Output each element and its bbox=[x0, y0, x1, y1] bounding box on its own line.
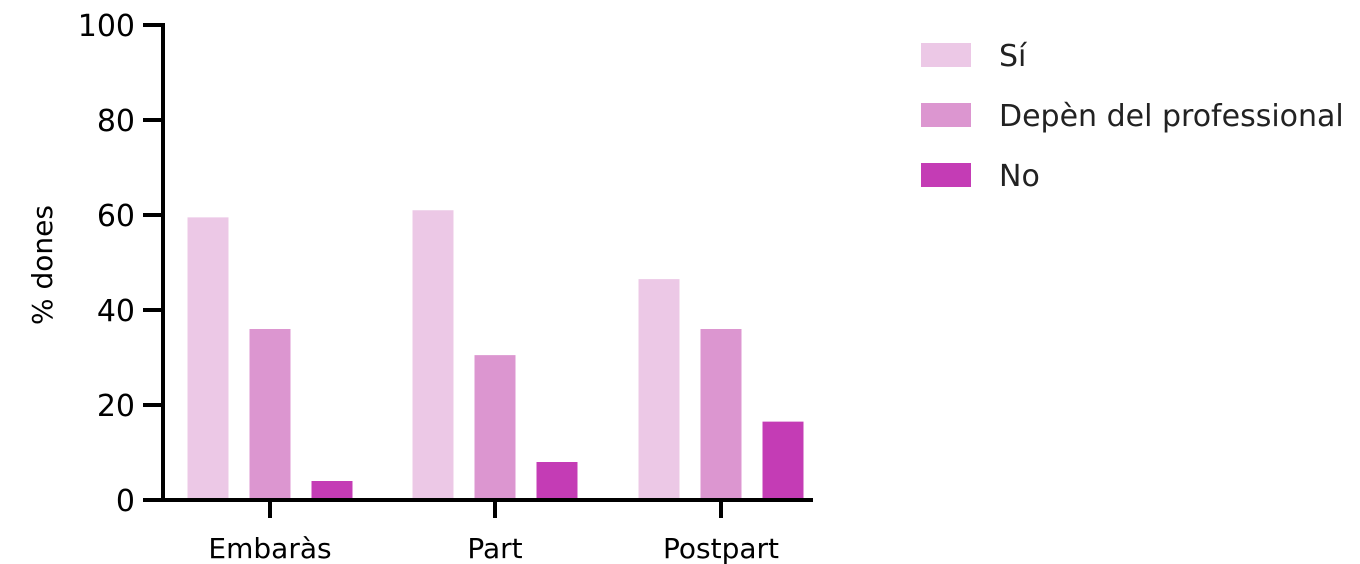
bar bbox=[700, 329, 742, 498]
y-tick-label: 40 bbox=[97, 294, 135, 329]
bar bbox=[762, 421, 804, 498]
bars bbox=[187, 210, 804, 498]
x-tick-label: Embaràs bbox=[208, 532, 331, 564]
legend-swatch bbox=[921, 43, 971, 67]
bar bbox=[187, 217, 229, 498]
y-tick-label: 0 bbox=[116, 484, 135, 519]
bar bbox=[536, 462, 578, 498]
legend-swatch bbox=[921, 163, 971, 187]
y-axis-label: % dones bbox=[26, 205, 59, 325]
x-tick-label: Postpart bbox=[663, 532, 779, 564]
x-axis: Embaràs Part Postpart bbox=[161, 498, 813, 564]
y-tick-label: 100 bbox=[78, 9, 135, 44]
legend-label: Depèn del professional bbox=[999, 99, 1344, 134]
y-axis: 0 20 40 60 80 100 bbox=[78, 9, 165, 519]
bar bbox=[249, 329, 291, 498]
y-tick-label: 60 bbox=[97, 199, 135, 234]
bar bbox=[311, 481, 353, 498]
legend-label: No bbox=[999, 159, 1040, 194]
y-tick-label: 80 bbox=[97, 104, 135, 139]
legend: Sí Depèn del professional No bbox=[921, 39, 1344, 194]
x-tick-label: Part bbox=[467, 532, 522, 564]
bar bbox=[474, 355, 516, 498]
legend-swatch bbox=[921, 103, 971, 127]
bar bbox=[638, 279, 680, 498]
bar bbox=[412, 210, 454, 498]
y-tick-label: 20 bbox=[97, 389, 135, 424]
legend-label: Sí bbox=[999, 39, 1028, 74]
